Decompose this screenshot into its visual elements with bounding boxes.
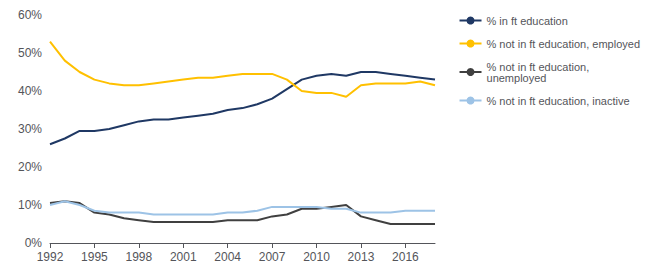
svg-text:0%: 0%	[25, 236, 43, 250]
svg-text:2010: 2010	[303, 250, 330, 264]
svg-text:unemployed: unemployed	[487, 72, 547, 84]
svg-text:% not in ft education, employe: % not in ft education, employed	[487, 38, 640, 50]
svg-text:1998: 1998	[125, 250, 152, 264]
svg-text:% in ft education: % in ft education	[487, 15, 568, 27]
svg-text:2013: 2013	[348, 250, 375, 264]
svg-text:10%: 10%	[18, 198, 42, 212]
svg-text:2016: 2016	[392, 250, 419, 264]
svg-text:40%: 40%	[18, 84, 42, 98]
svg-text:2004: 2004	[214, 250, 241, 264]
svg-text:2007: 2007	[259, 250, 286, 264]
svg-text:50%: 50%	[18, 46, 42, 60]
svg-text:% not in ft education, inactiv: % not in ft education, inactive	[487, 95, 630, 107]
svg-text:% not in ft education,: % not in ft education,	[486, 60, 590, 73]
svg-text:30%: 30%	[18, 122, 42, 136]
svg-text:1995: 1995	[81, 250, 108, 264]
svg-text:1992: 1992	[37, 250, 64, 264]
svg-text:60%: 60%	[18, 8, 42, 22]
svg-text:20%: 20%	[18, 160, 42, 174]
svg-text:2001: 2001	[170, 250, 197, 264]
